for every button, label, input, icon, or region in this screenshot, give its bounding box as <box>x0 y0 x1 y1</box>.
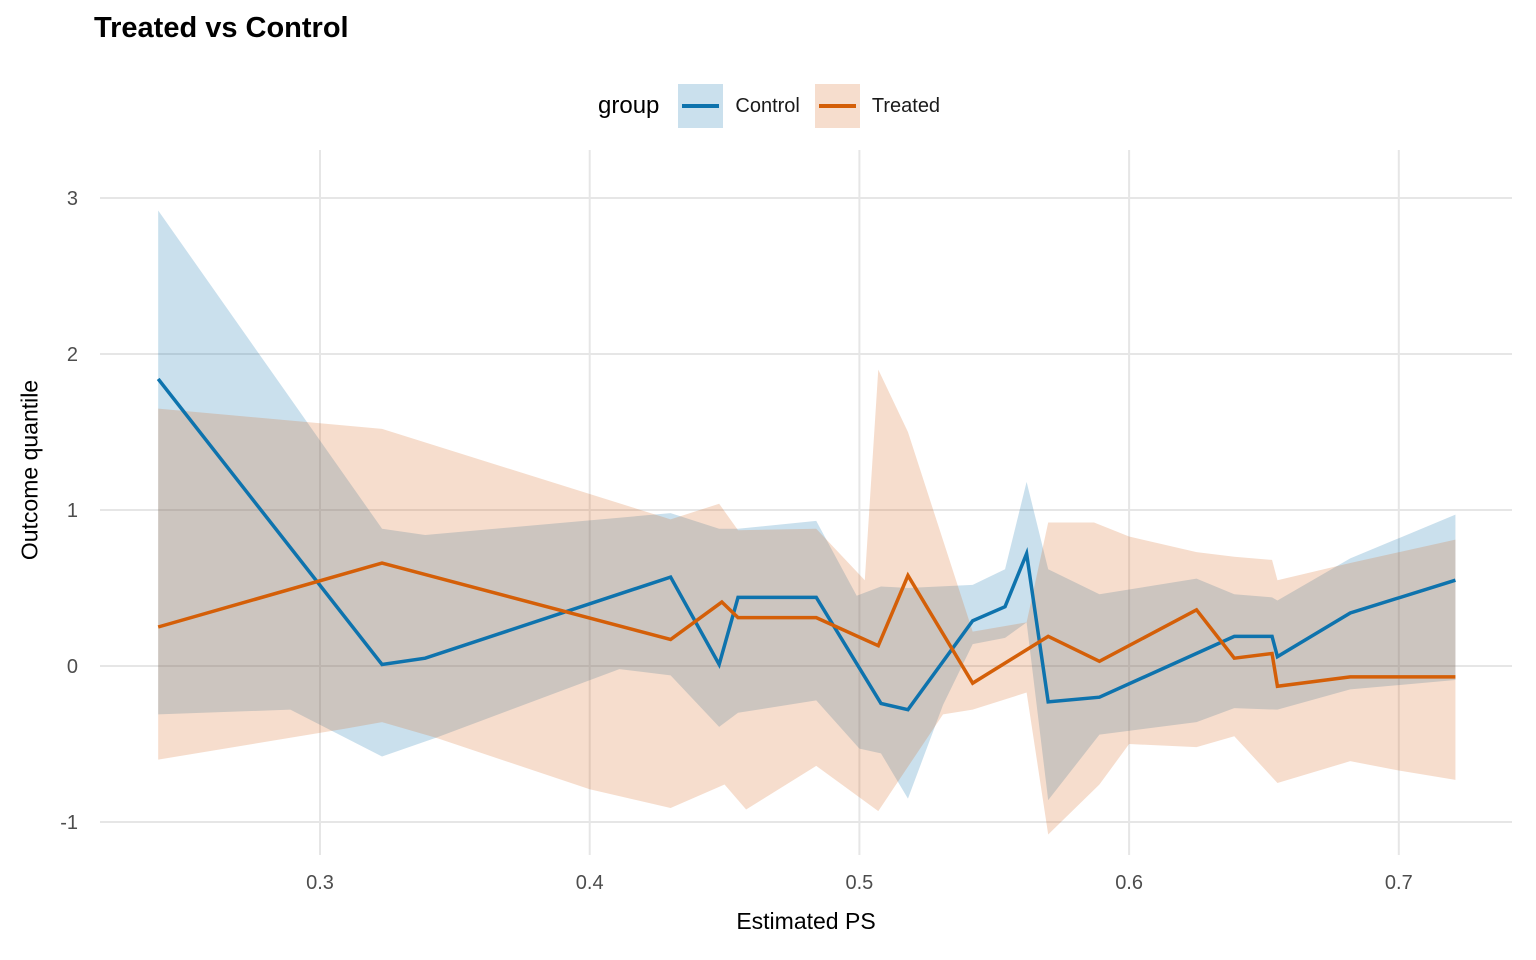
legend-label-control: Control <box>735 94 800 117</box>
x-tick-labels: 0.3 0.4 0.5 0.6 0.7 <box>306 872 1413 894</box>
y-tick-labels: -1 0 1 2 3 <box>60 188 78 834</box>
y-tick-label: 0 <box>67 656 78 678</box>
legend-label-treated: Treated <box>871 94 941 117</box>
control-legend-key-swatch <box>678 84 724 128</box>
x-axis-title: Estimated PS <box>736 908 876 934</box>
legend-item-treated: Treated <box>814 84 941 128</box>
treated-legend-key-swatch <box>814 84 860 128</box>
x-tick-label: 0.7 <box>1385 872 1413 894</box>
y-tick-label: 3 <box>67 188 78 210</box>
treated-line <box>157 561 1456 689</box>
y-tick-label: 1 <box>67 500 78 522</box>
y-axis-title: Outcome quantile <box>16 379 43 561</box>
legend: group Control Treated <box>598 84 940 128</box>
x-tick-label: 0.4 <box>576 872 604 894</box>
control-confidence-ribbon <box>158 210 1456 801</box>
y-tick-label: -1 <box>60 812 78 834</box>
control-line-icon <box>682 104 720 108</box>
x-tick-label: 0.5 <box>845 872 873 894</box>
legend-title: group <box>598 92 660 119</box>
y-tick-label: 2 <box>67 344 78 366</box>
x-tick-label: 0.3 <box>306 872 334 894</box>
legend-item-control: Control <box>678 84 800 128</box>
gridlines <box>100 150 1512 855</box>
treated-confidence-ribbon <box>158 369 1456 835</box>
treated-line-icon <box>818 104 856 108</box>
chart-title: Treated vs Control <box>94 12 349 44</box>
control-line <box>156 377 1456 712</box>
x-tick-label: 0.6 <box>1115 872 1143 894</box>
